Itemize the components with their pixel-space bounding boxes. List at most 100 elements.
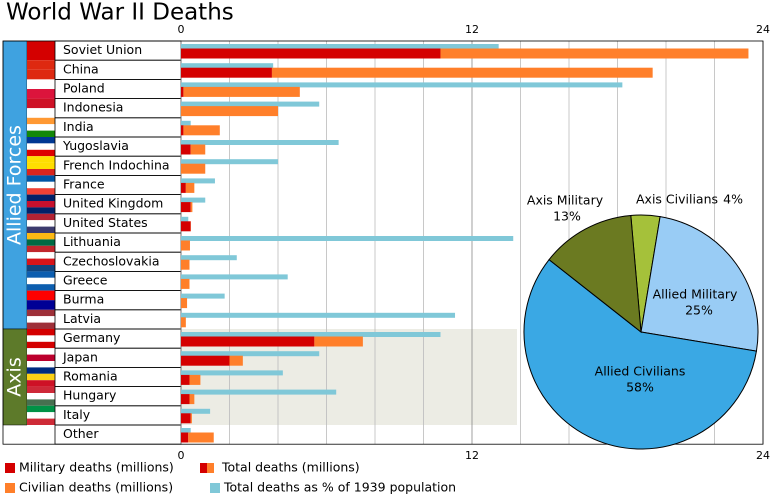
- x-tick-label: 0: [178, 449, 185, 462]
- flag: [27, 143, 55, 150]
- chart-title: World War II Deaths: [6, 0, 234, 26]
- flag: [27, 386, 55, 393]
- legend-swatch: [210, 483, 220, 493]
- percent-bar: [181, 428, 191, 433]
- flag: [27, 156, 55, 163]
- percent-bar: [181, 178, 215, 184]
- percent-bar: [181, 159, 278, 165]
- category-label: Yugoslavia: [62, 138, 129, 153]
- x-tick-label: 12: [465, 23, 479, 36]
- military-bar: [181, 86, 184, 97]
- legend-label: Total deaths (millions): [221, 460, 360, 475]
- slice-value-label: 58%: [626, 380, 654, 395]
- slice-label: Allied Military: [653, 287, 738, 302]
- flag: [27, 361, 55, 368]
- flag: [27, 239, 55, 246]
- civilian-bar: [183, 86, 300, 97]
- civilian-bar: [188, 432, 214, 443]
- flag: [27, 290, 55, 301]
- pie-slice: [548, 214, 642, 334]
- percent-bar: [181, 370, 283, 376]
- category-label: France: [63, 177, 105, 192]
- group-label: Axis: [4, 357, 26, 396]
- category-label: Indonesia: [63, 100, 123, 115]
- x-tick-label: 0: [178, 23, 185, 36]
- flag: [27, 245, 55, 253]
- civilian-bar: [190, 144, 206, 155]
- legend-swatch: [5, 463, 15, 473]
- civilian-bar: [181, 259, 190, 270]
- flag: [27, 367, 55, 374]
- percent-bar: [181, 408, 211, 414]
- military-bar: [181, 144, 191, 155]
- flag: [27, 405, 55, 413]
- percent-bar: [181, 274, 288, 280]
- flag: [27, 265, 55, 272]
- civilian-bar: [181, 106, 278, 117]
- percent-bar: [181, 389, 337, 395]
- percent-bar: [181, 197, 206, 203]
- category-label: Other: [63, 426, 99, 441]
- category-label: Japan: [62, 349, 98, 364]
- flag: [27, 380, 55, 387]
- flag: [27, 213, 55, 221]
- legend-swatch: [200, 463, 207, 473]
- percent-bar: [181, 332, 441, 337]
- legend-label: Military deaths (millions): [19, 460, 174, 475]
- x-tick-label: 24: [756, 23, 770, 36]
- flag: [27, 393, 55, 400]
- military-bar: [181, 355, 230, 366]
- flag: [27, 329, 55, 336]
- flag: [27, 175, 55, 182]
- category-label: Soviet Union: [63, 42, 142, 57]
- flag: [27, 277, 55, 285]
- flag: [27, 284, 55, 291]
- flag: [27, 98, 55, 109]
- civilian-bar: [440, 48, 749, 59]
- category-label: Hungary: [63, 388, 117, 403]
- slice-value-label: 4%: [723, 192, 743, 207]
- flag: [27, 348, 55, 355]
- percent-bar: [181, 236, 514, 241]
- military-bar: [181, 336, 315, 347]
- flag: [27, 108, 55, 118]
- pie-slice: [523, 258, 758, 450]
- legend-swatch: [5, 483, 15, 493]
- civilian-bar: [181, 240, 190, 251]
- civilian-bar: [190, 413, 192, 424]
- flag: [27, 117, 55, 125]
- flag: [27, 149, 55, 157]
- flag: [27, 341, 55, 349]
- flag: [27, 316, 55, 323]
- category-label: Lithuania: [63, 234, 121, 249]
- civilian-bar: [181, 298, 188, 309]
- percent-bar: [181, 255, 237, 261]
- military-bar: [181, 432, 189, 443]
- civilian-bar: [189, 374, 201, 385]
- military-bar: [181, 374, 190, 385]
- percent-bar: [181, 44, 499, 49]
- flag: [27, 226, 55, 233]
- percent-bar: [181, 351, 320, 357]
- flag: [27, 194, 55, 201]
- flag: [27, 220, 55, 227]
- military-bar: [181, 125, 184, 136]
- percent-bar: [181, 312, 456, 318]
- civilian-bar: [189, 394, 195, 405]
- flag: [27, 181, 55, 189]
- legend-label: Total deaths as % of 1939 population: [223, 480, 456, 495]
- flag: [27, 233, 55, 240]
- flag: [27, 373, 55, 381]
- slice-value-label: 13%: [553, 209, 581, 224]
- civilian-bar: [229, 355, 243, 366]
- flag: [27, 412, 55, 419]
- percent-bar: [181, 82, 623, 88]
- pie-slice: [640, 215, 759, 352]
- percent-bar: [181, 140, 339, 145]
- flag: [27, 69, 55, 80]
- category-label: Romania: [63, 369, 118, 384]
- civilian-bar: [314, 336, 363, 347]
- flag: [27, 258, 55, 265]
- flag: [27, 252, 55, 259]
